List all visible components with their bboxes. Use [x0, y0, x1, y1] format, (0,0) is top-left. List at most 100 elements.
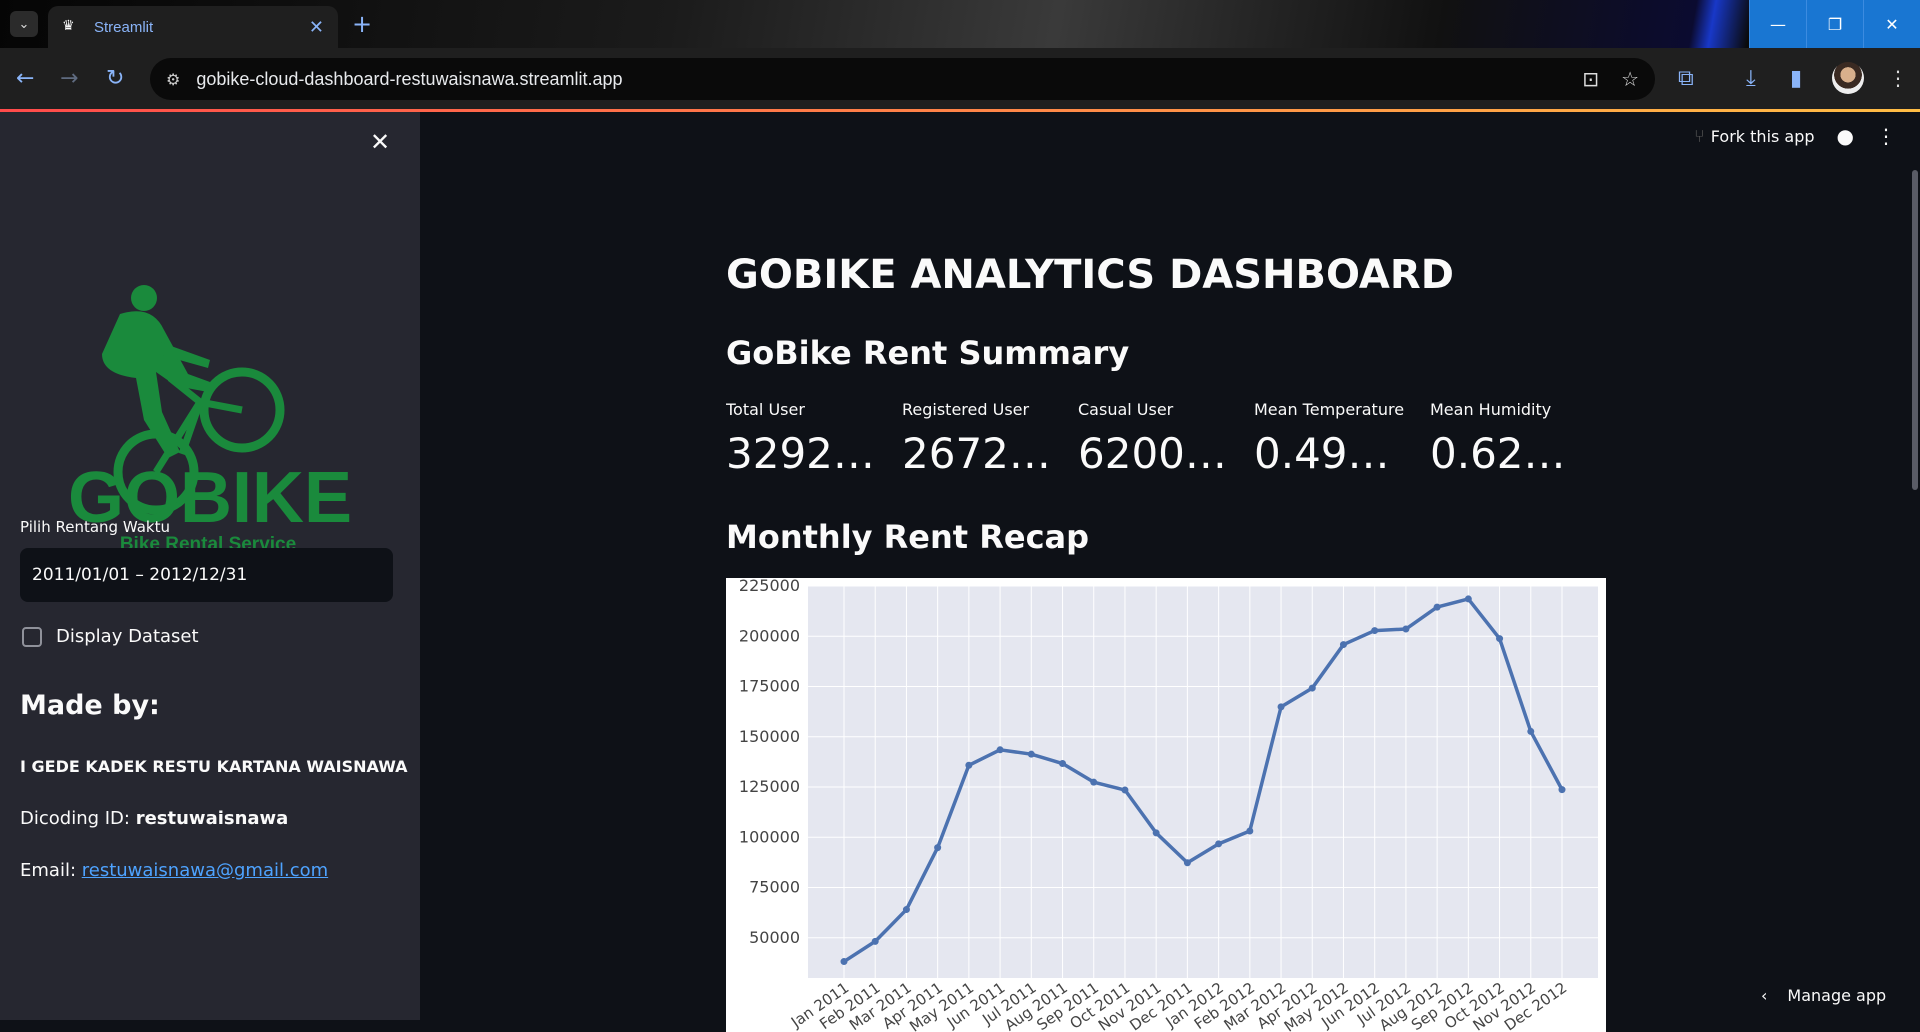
- github-icon[interactable]: ●: [1837, 124, 1854, 148]
- summary-heading: GoBike Rent Summary: [726, 334, 1129, 372]
- chevron-down-icon: ⌄: [19, 17, 30, 32]
- browser-tab[interactable]: ♛ Streamlit ✕: [48, 6, 338, 48]
- data-point: [903, 906, 910, 913]
- email-link[interactable]: restuwaisnawa@gmail.com: [82, 860, 328, 881]
- browser-tab-bar: ⌄ ♛ Streamlit ✕ + — ❐ ✕: [0, 0, 1920, 48]
- data-point: [1278, 703, 1285, 710]
- fork-label: Fork this app: [1711, 127, 1815, 146]
- metric-registered-user: Registered User 2672662: [902, 400, 1078, 478]
- data-point: [1402, 626, 1409, 633]
- metric-label: Casual User: [1078, 400, 1254, 419]
- url-text: gobike-cloud-dashboard-restuwaisnawa.str…: [196, 69, 1560, 90]
- page-title: GOBIKE ANALYTICS DASHBOARD: [726, 252, 1454, 298]
- data-point: [1246, 827, 1253, 834]
- checkbox-box[interactable]: [22, 627, 42, 647]
- scrollbar[interactable]: [1912, 170, 1918, 490]
- y-tick-label: 200000: [739, 626, 800, 645]
- dicoding-prefix: Dicoding ID:: [20, 808, 136, 829]
- bookmark-star-icon[interactable]: ☆: [1621, 67, 1639, 91]
- metric-value: 620017: [1078, 429, 1228, 478]
- data-point: [1465, 595, 1472, 602]
- address-bar[interactable]: ⚙ gobike-cloud-dashboard-restuwaisnawa.s…: [150, 58, 1655, 100]
- sidebar: ✕ GOBIKE Bike Rental Service Pilih Renta…: [0, 112, 420, 1020]
- gobike-logo: GOBIKE Bike Rental Service: [60, 282, 360, 552]
- streamlit-favicon-icon: ♛: [62, 18, 80, 36]
- forward-icon[interactable]: →: [60, 66, 78, 91]
- y-tick-label: 225000: [739, 578, 800, 595]
- manage-app-button[interactable]: ‹ Manage app: [1745, 970, 1920, 1020]
- logo-rider-head: [131, 285, 157, 311]
- side-panel-icon[interactable]: ▮: [1790, 66, 1802, 91]
- data-point: [1309, 685, 1316, 692]
- data-point: [1028, 751, 1035, 758]
- data-point: [965, 762, 972, 769]
- made-by-heading: Made by:: [20, 690, 160, 721]
- data-point: [1371, 627, 1378, 634]
- email-prefix: Email:: [20, 860, 82, 881]
- app-menu-icon[interactable]: ⋮: [1876, 124, 1896, 148]
- minimize-button[interactable]: —: [1749, 0, 1806, 48]
- data-point: [841, 958, 848, 965]
- close-window-button[interactable]: ✕: [1863, 0, 1920, 48]
- fork-icon: ⑂: [1694, 126, 1705, 147]
- site-info-icon[interactable]: ⚙: [166, 70, 180, 89]
- tab-search-button[interactable]: ⌄: [10, 11, 38, 37]
- install-app-icon[interactable]: ⊡: [1582, 67, 1599, 91]
- dicoding-id-line: Dicoding ID: restuwaisnawa: [20, 808, 288, 829]
- fork-app-button[interactable]: ⑂ Fork this app: [1694, 126, 1815, 147]
- browser-menu-icon[interactable]: ⋮: [1888, 66, 1908, 90]
- display-dataset-checkbox[interactable]: Display Dataset: [22, 626, 199, 647]
- y-tick-label: 175000: [739, 677, 800, 696]
- profile-avatar[interactable]: [1832, 62, 1864, 94]
- y-tick-label: 50000: [749, 928, 800, 947]
- metric-mean-temperature: Mean Temperature 0.495…: [1254, 400, 1430, 478]
- email-line: Email: restuwaisnawa@gmail.com: [20, 860, 328, 881]
- data-point: [1340, 641, 1347, 648]
- close-tab-icon[interactable]: ✕: [309, 17, 324, 38]
- date-range-input[interactable]: 2011/01/01 – 2012/12/31: [20, 548, 393, 602]
- y-tick-label: 75000: [749, 878, 800, 897]
- reload-icon[interactable]: ↻: [106, 66, 124, 91]
- extensions-icon[interactable]: ⧉: [1678, 66, 1694, 91]
- date-range-label: Pilih Rentang Waktu: [20, 518, 170, 536]
- close-sidebar-icon[interactable]: ✕: [370, 128, 390, 156]
- data-point: [997, 746, 1004, 753]
- data-point: [1496, 635, 1503, 642]
- data-point: [1215, 840, 1222, 847]
- data-point: [1090, 779, 1097, 786]
- manage-app-label: Manage app: [1787, 986, 1886, 1005]
- metric-value: 0.495…: [1254, 429, 1404, 478]
- dicoding-id: restuwaisnawa: [136, 808, 289, 829]
- metric-mean-humidity: Mean Humidity 0.627…: [1430, 400, 1606, 478]
- metric-casual-user: Casual User 620017: [1078, 400, 1254, 478]
- metric-label: Mean Humidity: [1430, 400, 1606, 419]
- metric-value: 0.627…: [1430, 429, 1580, 478]
- metric-label: Total User: [726, 400, 902, 419]
- data-point: [934, 844, 941, 851]
- data-point: [1121, 787, 1128, 794]
- data-point: [1153, 829, 1160, 836]
- metric-label: Mean Temperature: [1254, 400, 1430, 419]
- new-tab-button[interactable]: +: [352, 10, 372, 38]
- data-point: [872, 938, 879, 945]
- back-icon[interactable]: ←: [16, 66, 34, 91]
- metric-value: 3292679: [726, 429, 876, 478]
- checkbox-label: Display Dataset: [56, 626, 199, 647]
- data-point: [1559, 786, 1566, 793]
- metric-value: 2672662: [902, 429, 1052, 478]
- restore-button[interactable]: ❐: [1806, 0, 1863, 48]
- metric-total-user: Total User 3292679: [726, 400, 902, 478]
- monthly-rent-chart[interactable]: 50000 75000 100000 125000 150000 175000 200000…: [726, 578, 1606, 1032]
- data-point: [1059, 760, 1066, 767]
- y-tick-label: 100000: [739, 827, 800, 846]
- y-tick-label: 125000: [739, 777, 800, 796]
- data-point: [1434, 604, 1441, 611]
- browser-toolbar: ← → ↻ ⚙ gobike-cloud-dashboard-restuwais…: [0, 48, 1920, 110]
- download-icon[interactable]: ⤓: [1746, 66, 1756, 91]
- metric-label: Registered User: [902, 400, 1078, 419]
- chart-svg: 50000 75000 100000 125000 150000 175000 200000…: [726, 578, 1606, 1032]
- y-tick-label: 150000: [739, 727, 800, 746]
- recap-heading: Monthly Rent Recap: [726, 518, 1089, 556]
- author-name: I GEDE KADEK RESTU KARTANA WAISNAWA: [20, 757, 408, 776]
- app-header-actions: ⑂ Fork this app ● ⋮: [1694, 124, 1896, 148]
